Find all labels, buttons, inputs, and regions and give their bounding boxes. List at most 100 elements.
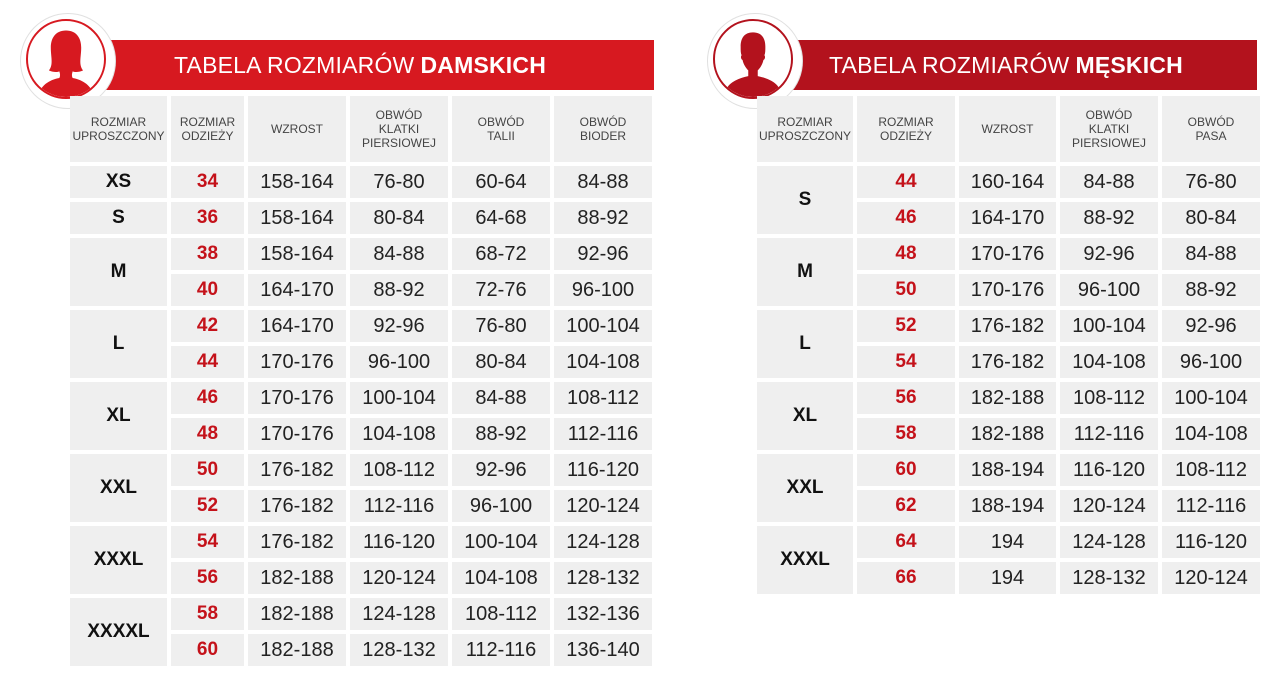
clothing-size-cell: 66	[857, 562, 955, 594]
table-row: 50 170-176 96-100 88-92	[757, 274, 1260, 306]
men-size-table: ROZMIAR UPROSZCZONY ROZMIAR ODZIEŻY WZROST…	[753, 92, 1264, 598]
table-row: S 44 160-164 84-88 76-80	[757, 166, 1260, 234]
clothing-size-cell: 56	[857, 382, 955, 414]
man-silhouette-icon	[708, 14, 802, 108]
column-header: OBWÓD TALII	[452, 96, 550, 162]
column-header: OBWÓD KLATKI PIERSIOWEJ	[350, 96, 448, 162]
measurement-cell: 100-104	[554, 310, 652, 342]
table-row: XL 56 182-188 108-112 100-104	[757, 382, 1260, 450]
measurement-cell: 188-194	[959, 454, 1056, 486]
table-row: M 38 158-164 84-88 68-72 92-96	[70, 238, 652, 306]
column-header: OBWÓD PASA	[1162, 96, 1260, 162]
measurement-cell: 84-88	[1162, 238, 1260, 270]
clothing-size-cell: 54	[857, 346, 955, 378]
measurement-cell: 158-164	[248, 202, 346, 234]
simplified-size-cell: XXXXL	[70, 598, 167, 666]
measurement-cell: 164-170	[959, 202, 1056, 234]
clothing-size-cell: 54	[171, 526, 244, 558]
column-header: ROZMIAR UPROSZCZONY	[70, 96, 167, 162]
measurement-cell: 80-84	[452, 346, 550, 378]
simplified-size-cell: XXXL	[70, 526, 167, 594]
clothing-size-cell: 40	[171, 274, 244, 306]
measurement-cell: 108-112	[1060, 382, 1158, 414]
clothing-size-cell: 58	[857, 418, 955, 450]
simplified-size-cell: M	[757, 238, 853, 306]
simplified-size-cell: XXL	[757, 454, 853, 522]
measurement-cell: 124-128	[1060, 526, 1158, 558]
table-row: 46 164-170 88-92 80-84	[757, 202, 1260, 234]
table-row: XL 46 170-176 100-104 84-88 108-112	[70, 382, 652, 450]
measurement-cell: 158-164	[248, 166, 346, 198]
clothing-size-cell: 60	[857, 454, 955, 486]
women-title-banner: TABELA ROZMIARÓW DAMSKICH	[70, 40, 654, 90]
measurement-cell: 64-68	[452, 202, 550, 234]
column-header: ROZMIAR UPROSZCZONY	[757, 96, 853, 162]
table-row: XXXL 64 194 124-128 116-120	[757, 526, 1260, 594]
measurement-cell: 128-132	[1060, 562, 1158, 594]
column-header: OBWÓD KLATKI PIERSIOWEJ	[1060, 96, 1158, 162]
measurement-cell: 108-112	[554, 382, 652, 414]
clothing-size-cell: 36	[171, 202, 244, 234]
simplified-size-cell: L	[757, 310, 853, 378]
simplified-size-cell: XL	[70, 382, 167, 450]
measurement-cell: 176-182	[248, 454, 346, 486]
measurement-cell: 104-108	[1060, 346, 1158, 378]
simplified-size-cell: M	[70, 238, 167, 306]
measurement-cell: 96-100	[554, 274, 652, 306]
measurement-cell: 84-88	[554, 166, 652, 198]
simplified-size-cell: XS	[70, 166, 167, 198]
measurement-cell: 96-100	[350, 346, 448, 378]
measurement-cell: 80-84	[350, 202, 448, 234]
measurement-cell: 108-112	[452, 598, 550, 630]
measurement-cell: 176-182	[248, 526, 346, 558]
women-header-row: ROZMIAR UPROSZCZONY ROZMIAR ODZIEŻY WZROST…	[70, 96, 652, 162]
measurement-cell: 100-104	[1060, 310, 1158, 342]
table-row: 58 182-188 112-116 104-108	[757, 418, 1260, 450]
table-row: 54 176-182 104-108 96-100	[757, 346, 1260, 378]
measurement-cell: 80-84	[1162, 202, 1260, 234]
measurement-cell: 108-112	[1162, 454, 1260, 486]
measurement-cell: 100-104	[452, 526, 550, 558]
measurement-cell: 124-128	[554, 526, 652, 558]
table-row: 60 182-188 128-132 112-116 136-140	[70, 634, 652, 666]
measurement-cell: 170-176	[248, 346, 346, 378]
measurement-cell: 120-124	[350, 562, 448, 594]
measurement-cell: 116-120	[350, 526, 448, 558]
measurement-cell: 160-164	[959, 166, 1056, 198]
measurement-cell: 112-116	[350, 490, 448, 522]
table-row: XXL 60 188-194 116-120 108-112	[757, 454, 1260, 522]
measurement-cell: 68-72	[452, 238, 550, 270]
clothing-size-cell: 48	[171, 418, 244, 450]
measurement-cell: 158-164	[248, 238, 346, 270]
measurement-cell: 72-76	[452, 274, 550, 306]
clothing-size-cell: 50	[171, 454, 244, 486]
clothing-size-cell: 50	[857, 274, 955, 306]
measurement-cell: 124-128	[350, 598, 448, 630]
table-row: L 42 164-170 92-96 76-80 100-104	[70, 310, 652, 378]
clothing-size-cell: 64	[857, 526, 955, 558]
measurement-cell: 96-100	[1060, 274, 1158, 306]
measurement-cell: 170-176	[959, 238, 1056, 270]
measurement-cell: 88-92	[1060, 202, 1158, 234]
table-row: 44 170-176 96-100 80-84 104-108	[70, 346, 652, 378]
simplified-size-cell: L	[70, 310, 167, 378]
measurement-cell: 120-124	[1060, 490, 1158, 522]
measurement-cell: 104-108	[452, 562, 550, 594]
measurement-cell: 170-176	[248, 418, 346, 450]
measurement-cell: 170-176	[248, 382, 346, 414]
measurement-cell: 84-88	[350, 238, 448, 270]
measurement-cell: 164-170	[248, 310, 346, 342]
measurement-cell: 164-170	[248, 274, 346, 306]
measurement-cell: 100-104	[1162, 382, 1260, 414]
clothing-size-cell: 52	[857, 310, 955, 342]
table-row: S 36 158-164 80-84 64-68 88-92	[70, 202, 652, 234]
measurement-cell: 112-116	[452, 634, 550, 666]
measurement-cell: 112-116	[1060, 418, 1158, 450]
men-header-row: ROZMIAR UPROSZCZONY ROZMIAR ODZIEŻY WZROST…	[757, 96, 1260, 162]
table-row: XXXL 54 176-182 116-120 100-104 124-128	[70, 526, 652, 594]
measurement-cell: 104-108	[554, 346, 652, 378]
measurement-cell: 76-80	[1162, 166, 1260, 198]
men-title-prefix: TABELA ROZMIARÓW	[829, 51, 1070, 78]
measurement-cell: 112-116	[554, 418, 652, 450]
measurement-cell: 92-96	[1060, 238, 1158, 270]
